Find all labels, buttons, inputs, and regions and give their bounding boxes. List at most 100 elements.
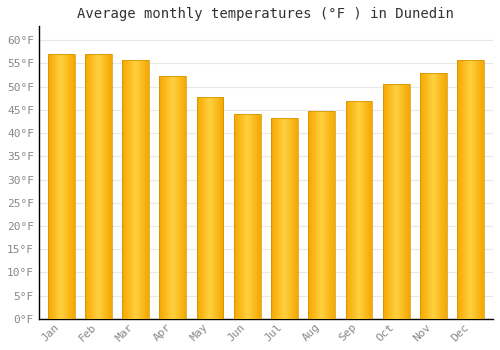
- Bar: [476, 60, 478, 319]
- Bar: [99, 54, 100, 319]
- Bar: [216, 97, 217, 319]
- Bar: [236, 114, 238, 319]
- Bar: [171, 76, 172, 319]
- Bar: [140, 60, 141, 319]
- Bar: [206, 97, 207, 319]
- Bar: [425, 73, 426, 319]
- Bar: [317, 111, 318, 319]
- Bar: [110, 54, 111, 319]
- Bar: [173, 76, 174, 319]
- Bar: [107, 54, 108, 319]
- Bar: [63, 54, 64, 319]
- Bar: [204, 97, 205, 319]
- Bar: [61, 54, 62, 319]
- Bar: [357, 100, 358, 319]
- Bar: [420, 73, 422, 319]
- Bar: [148, 60, 149, 319]
- Bar: [367, 100, 368, 319]
- Bar: [331, 111, 332, 319]
- Bar: [210, 97, 211, 319]
- Bar: [94, 54, 95, 319]
- Bar: [392, 84, 393, 319]
- Bar: [333, 111, 334, 319]
- Bar: [433, 73, 434, 319]
- Bar: [390, 84, 391, 319]
- Bar: [476, 60, 477, 319]
- Bar: [131, 60, 132, 319]
- Bar: [246, 114, 248, 319]
- Bar: [92, 54, 93, 319]
- Bar: [106, 54, 107, 319]
- Bar: [60, 54, 61, 319]
- Bar: [466, 60, 468, 319]
- Bar: [234, 114, 236, 319]
- Bar: [328, 111, 329, 319]
- Bar: [348, 100, 349, 319]
- Bar: [48, 54, 49, 319]
- Bar: [122, 60, 149, 319]
- Bar: [385, 84, 386, 319]
- Bar: [147, 60, 148, 319]
- Bar: [474, 60, 475, 319]
- Bar: [145, 60, 146, 319]
- Bar: [394, 84, 395, 319]
- Bar: [315, 111, 316, 319]
- Bar: [349, 100, 350, 319]
- Bar: [128, 60, 129, 319]
- Bar: [397, 84, 398, 319]
- Bar: [383, 84, 384, 319]
- Bar: [272, 118, 273, 319]
- Bar: [169, 76, 170, 319]
- Bar: [180, 76, 181, 319]
- Bar: [404, 84, 405, 319]
- Bar: [54, 54, 55, 319]
- Bar: [254, 114, 256, 319]
- Bar: [132, 60, 133, 319]
- Bar: [182, 76, 183, 319]
- Bar: [482, 60, 483, 319]
- Bar: [309, 111, 310, 319]
- Bar: [324, 111, 325, 319]
- Bar: [69, 54, 70, 319]
- Bar: [422, 73, 423, 319]
- Bar: [383, 84, 409, 319]
- Bar: [399, 84, 400, 319]
- Bar: [480, 60, 481, 319]
- Title: Average monthly temperatures (°F ) in Dunedin: Average monthly temperatures (°F ) in Du…: [78, 7, 454, 21]
- Bar: [351, 100, 352, 319]
- Bar: [423, 73, 424, 319]
- Bar: [133, 60, 134, 319]
- Bar: [160, 76, 186, 319]
- Bar: [420, 73, 447, 319]
- Bar: [142, 60, 143, 319]
- Bar: [220, 97, 221, 319]
- Bar: [325, 111, 326, 319]
- Bar: [100, 54, 101, 319]
- Bar: [470, 60, 471, 319]
- Bar: [437, 73, 438, 319]
- Bar: [436, 73, 437, 319]
- Bar: [66, 54, 68, 319]
- Bar: [327, 111, 328, 319]
- Bar: [104, 54, 105, 319]
- Bar: [478, 60, 479, 319]
- Bar: [256, 114, 257, 319]
- Bar: [144, 60, 145, 319]
- Bar: [215, 97, 216, 319]
- Bar: [161, 76, 162, 319]
- Bar: [219, 97, 220, 319]
- Bar: [258, 114, 260, 319]
- Bar: [276, 118, 277, 319]
- Bar: [389, 84, 390, 319]
- Bar: [102, 54, 103, 319]
- Bar: [138, 60, 139, 319]
- Bar: [64, 54, 65, 319]
- Bar: [366, 100, 367, 319]
- Bar: [141, 60, 142, 319]
- Bar: [386, 84, 387, 319]
- Bar: [387, 84, 388, 319]
- Bar: [369, 100, 370, 319]
- Bar: [130, 60, 131, 319]
- Bar: [59, 54, 60, 319]
- Bar: [202, 97, 203, 319]
